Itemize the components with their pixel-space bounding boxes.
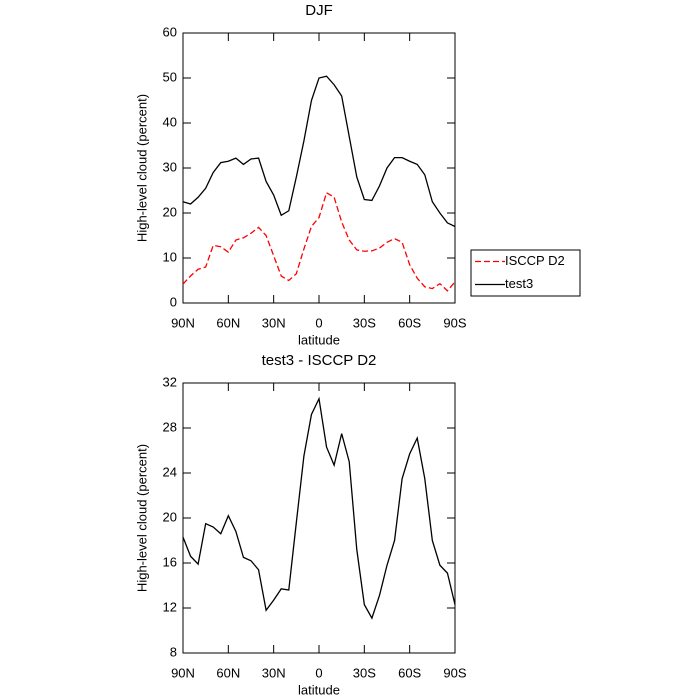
line xyxy=(182,191,456,292)
y-tick-label: 12 xyxy=(163,599,177,614)
plot-frame xyxy=(182,382,456,654)
y-axis-label: High-level cloud (percent) xyxy=(134,444,149,592)
legend-box xyxy=(470,249,581,297)
y-tick-label: 16 xyxy=(163,554,177,569)
x-tick-label: 30S xyxy=(353,315,376,330)
x-tick-label: 60S xyxy=(398,315,421,330)
y-tick-label: 20 xyxy=(163,509,177,524)
x-tick-label: 90N xyxy=(171,665,195,680)
x-tick-label: 30N xyxy=(262,315,286,330)
y-tick-label: 28 xyxy=(163,419,177,434)
y-tick-label: 24 xyxy=(163,464,177,479)
y-tick-label: 10 xyxy=(163,249,177,264)
x-tick-label: 0 xyxy=(315,665,322,680)
y-tick-label: 30 xyxy=(163,159,177,174)
y-tick-label: 20 xyxy=(163,204,177,219)
chart-title: test3 - ISCCP D2 xyxy=(262,352,377,369)
legend-label: test3 xyxy=(505,276,533,291)
y-tick-label: 50 xyxy=(163,69,177,84)
x-tick-label: 0 xyxy=(315,315,322,330)
x-axis-label: latitude xyxy=(298,682,340,697)
legend-label: ISCCP D2 xyxy=(505,253,565,268)
chart-title: DJF xyxy=(305,2,333,19)
y-tick-label: 60 xyxy=(163,24,177,39)
x-tick-label: 90N xyxy=(171,315,195,330)
x-tick-label: 60S xyxy=(398,665,421,680)
x-tick-label: 60N xyxy=(216,315,240,330)
y-axis-label: High-level cloud (percent) xyxy=(134,94,149,242)
x-tick-label: 60N xyxy=(216,665,240,680)
y-tick-label: 8 xyxy=(170,644,177,659)
x-tick-label: 30N xyxy=(262,665,286,680)
line xyxy=(182,75,456,228)
y-tick-label: 32 xyxy=(163,374,177,389)
x-tick-label: 90S xyxy=(443,665,466,680)
plot-frame xyxy=(182,32,456,304)
line xyxy=(182,396,456,620)
y-tick-label: 0 xyxy=(170,294,177,309)
y-tick-label: 40 xyxy=(163,114,177,129)
x-tick-label: 30S xyxy=(353,665,376,680)
x-axis-label: latitude xyxy=(298,332,340,347)
x-tick-label: 90S xyxy=(443,315,466,330)
